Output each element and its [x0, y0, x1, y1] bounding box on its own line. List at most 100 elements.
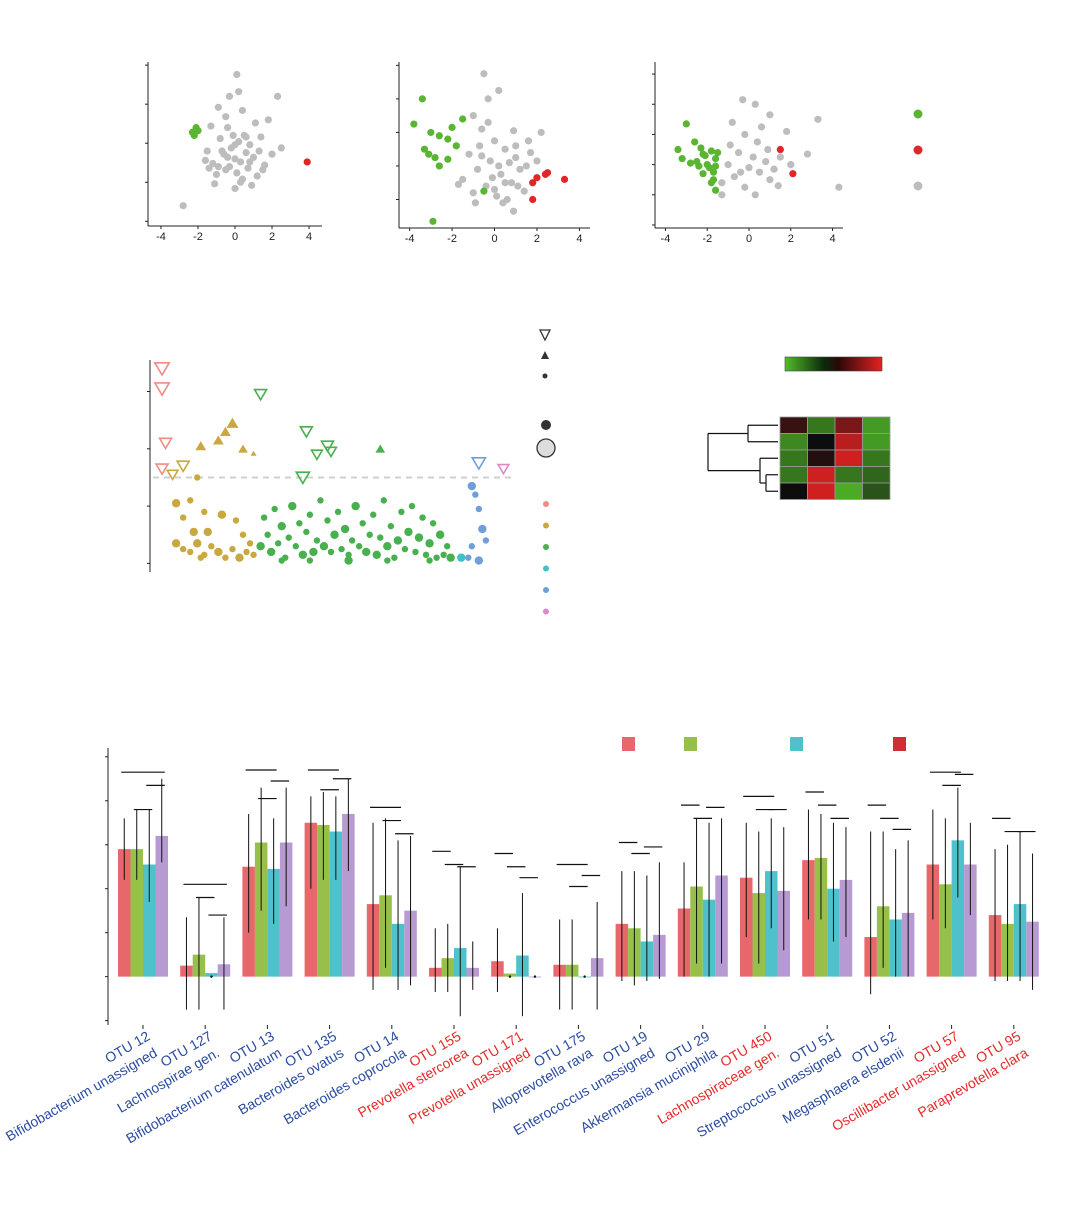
- bar-hc: [926, 864, 940, 977]
- point-notsig: [814, 115, 822, 123]
- bar-hd-cad: [964, 864, 977, 977]
- point-enriched: [529, 195, 537, 204]
- point-notsig: [480, 70, 488, 78]
- point-notsig: [348, 537, 356, 544]
- x-tick-label: 4: [306, 231, 312, 243]
- point-notsig: [246, 141, 254, 149]
- point-notsig: [212, 170, 221, 179]
- point-notsig: [745, 164, 753, 172]
- point-depleted: [459, 115, 467, 123]
- bar-hd-cad: [155, 835, 168, 977]
- point-notsig: [522, 162, 530, 170]
- heatmap-cell: [779, 466, 808, 484]
- point-notsig: [749, 153, 757, 161]
- point-notsig: [223, 124, 232, 132]
- point-notsig: [179, 514, 187, 521]
- point-notsig: [497, 170, 505, 178]
- point-notsig: [216, 134, 224, 143]
- point-depleted: [418, 95, 426, 103]
- point-notsig: [718, 191, 726, 199]
- point-notsig: [465, 150, 473, 158]
- heatmap-cell: [862, 416, 891, 434]
- point-depleted: [711, 186, 720, 194]
- point-notsig: [734, 148, 743, 157]
- x-tick-label: 0: [746, 233, 752, 245]
- point-notsig: [422, 551, 430, 559]
- point-notsig: [273, 92, 282, 100]
- colorbar: [784, 356, 883, 372]
- point-notsig: [472, 491, 479, 498]
- point-notsig: [737, 168, 745, 176]
- x-tick-label: 4: [576, 233, 582, 245]
- point-depleted: [435, 132, 443, 140]
- point-notsig: [218, 147, 226, 155]
- point-notsig: [537, 128, 545, 137]
- point-enriched: [560, 175, 569, 183]
- point-enriched: [238, 444, 248, 453]
- zero-dot: [533, 975, 537, 978]
- point-depleted: [153, 382, 171, 397]
- point-depleted: [711, 162, 720, 170]
- point-notsig: [408, 502, 416, 510]
- point-depleted: [158, 437, 173, 451]
- point-depleted: [175, 460, 191, 473]
- point-notsig: [197, 554, 204, 561]
- point-notsig: [345, 551, 352, 559]
- point-notsig: [728, 118, 736, 126]
- point-notsig: [440, 551, 447, 559]
- point-depleted: [701, 151, 709, 160]
- point-notsig: [193, 539, 202, 548]
- legend-swatch: [893, 737, 906, 751]
- point-notsig: [292, 543, 299, 550]
- legend-swatch: [622, 737, 635, 751]
- point-notsig: [764, 145, 772, 154]
- point-notsig: [469, 112, 477, 120]
- point-notsig: [233, 70, 241, 79]
- bar-hc: [118, 849, 131, 977]
- point-notsig: [770, 165, 778, 173]
- point-notsig: [319, 542, 329, 551]
- point-depleted: [425, 150, 433, 158]
- point-enriched: [303, 158, 311, 166]
- point-notsig: [277, 144, 285, 152]
- heatmap-cell: [834, 416, 863, 434]
- point-depleted: [324, 446, 338, 459]
- point-depleted: [709, 168, 718, 176]
- legend-dot: [542, 373, 548, 379]
- point-notsig: [187, 548, 194, 556]
- point-depleted: [153, 362, 171, 377]
- point-notsig: [433, 554, 440, 561]
- point-depleted: [699, 170, 707, 178]
- point-notsig: [359, 520, 366, 527]
- point-enriched: [533, 174, 541, 182]
- point-notsig: [362, 547, 371, 557]
- point-notsig: [419, 514, 426, 521]
- point-depleted: [165, 469, 180, 482]
- point-notsig: [372, 550, 381, 560]
- heatmap-cell: [862, 482, 891, 500]
- point-notsig: [475, 505, 483, 513]
- legend-size-large: [536, 438, 556, 458]
- point-notsig: [201, 508, 208, 516]
- point-depleted: [427, 128, 435, 137]
- point-depleted: [480, 187, 488, 195]
- legend-dot-depleted: [913, 109, 923, 119]
- point-notsig: [225, 163, 234, 171]
- heatmap-cell: [834, 482, 863, 500]
- point-notsig: [383, 542, 392, 551]
- point-notsig: [724, 161, 732, 169]
- legend-triangle-down: [538, 329, 552, 342]
- point-depleted: [691, 138, 699, 146]
- point-notsig: [233, 169, 241, 177]
- point-notsig: [203, 527, 212, 537]
- point-notsig: [514, 182, 522, 190]
- point-enriched: [195, 441, 207, 451]
- point-notsig: [753, 138, 761, 146]
- point-notsig: [741, 183, 749, 191]
- point-notsig: [484, 95, 492, 103]
- point-notsig: [435, 530, 445, 539]
- point-notsig: [223, 153, 232, 161]
- x-tick-label: -2: [447, 233, 457, 245]
- point-depleted: [435, 162, 443, 170]
- point-notsig: [171, 539, 181, 548]
